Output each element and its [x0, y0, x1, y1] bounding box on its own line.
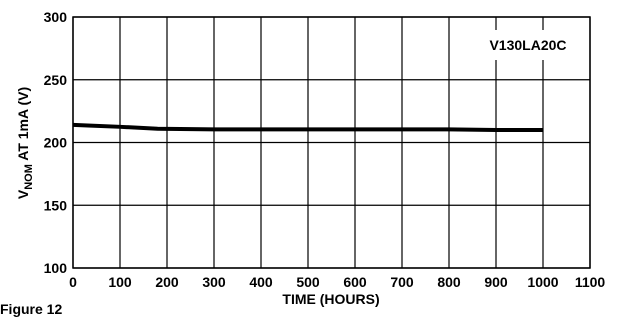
y-tick-label: 150	[44, 197, 68, 213]
x-tick-label: 700	[390, 274, 414, 290]
x-tick-label: 1000	[527, 274, 558, 290]
x-tick-label: 500	[296, 274, 320, 290]
x-tick-label: 200	[155, 274, 179, 290]
y-tick-label: 300	[44, 9, 68, 25]
y-tick-label: 100	[44, 260, 68, 276]
x-tick-label: 900	[484, 274, 508, 290]
plot-frame	[72, 16, 591, 269]
y-tick-label: 200	[44, 135, 68, 151]
x-tick-label: 100	[108, 274, 132, 290]
x-tick-label: 600	[343, 274, 367, 290]
x-tick-label: 1100	[575, 274, 606, 290]
x-tick-label: 0	[69, 274, 77, 290]
x-tick-label: 400	[249, 274, 273, 290]
x-axis-label: TIME (HOURS)	[282, 291, 379, 307]
annotation-box	[471, 30, 585, 60]
x-tick-label: 300	[202, 274, 226, 290]
annotation: V130LA20C	[489, 37, 566, 53]
y-tick-label: 250	[44, 72, 68, 88]
data-line	[72, 122, 543, 132]
y-axis-label: VNOM AT 1mA (V)	[15, 87, 35, 199]
x-tick-label: 800	[437, 274, 461, 290]
caption: Figure 12	[0, 301, 62, 317]
